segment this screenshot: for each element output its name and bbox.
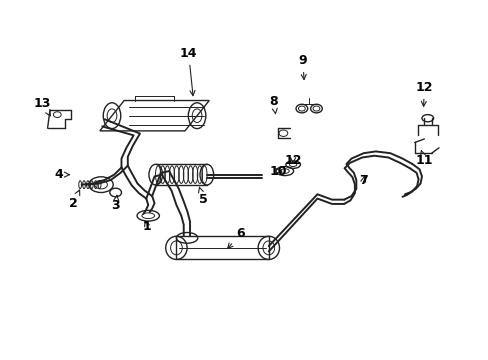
Text: 7: 7: [359, 174, 367, 186]
Text: 13: 13: [34, 97, 51, 116]
Text: 3: 3: [111, 195, 120, 212]
Text: 5: 5: [198, 187, 207, 206]
Text: 12: 12: [284, 154, 301, 167]
Text: 6: 6: [227, 227, 244, 248]
Text: 11: 11: [415, 150, 432, 167]
Text: 2: 2: [69, 190, 80, 210]
Polygon shape: [100, 100, 209, 131]
Text: 8: 8: [269, 95, 277, 114]
Text: 9: 9: [298, 54, 306, 80]
Text: 10: 10: [269, 165, 286, 177]
Text: 1: 1: [142, 220, 151, 233]
Text: 4: 4: [54, 168, 69, 181]
Text: 14: 14: [180, 47, 197, 96]
Bar: [176, 236, 268, 260]
Text: 12: 12: [415, 81, 432, 106]
